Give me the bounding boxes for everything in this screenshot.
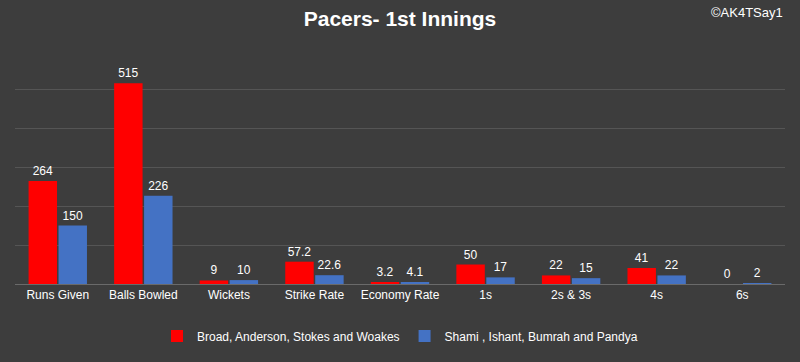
svg-text:©AK4TSay1: ©AK4TSay1: [711, 5, 783, 20]
svg-text:264: 264: [33, 164, 53, 178]
svg-text:Balls Bowled: Balls Bowled: [109, 288, 178, 302]
svg-text:15: 15: [579, 261, 593, 275]
svg-text:4.1: 4.1: [406, 265, 423, 279]
svg-text:22: 22: [549, 258, 563, 272]
svg-text:9: 9: [210, 263, 217, 277]
svg-text:2: 2: [754, 266, 761, 280]
svg-text:226: 226: [148, 179, 168, 193]
svg-text:22.6: 22.6: [318, 258, 342, 272]
svg-text:50: 50: [464, 248, 478, 262]
svg-text:Pacers- 1st Innings: Pacers- 1st Innings: [304, 7, 497, 30]
svg-text:57.2: 57.2: [288, 245, 312, 259]
svg-text:Strike Rate: Strike Rate: [285, 288, 345, 302]
svg-text:Shami , Ishant, Bumrah and Pan: Shami , Ishant, Bumrah and Pandya: [445, 330, 638, 344]
svg-text:17: 17: [494, 260, 508, 274]
svg-text:515: 515: [118, 66, 138, 80]
svg-text:2s & 3s: 2s & 3s: [551, 288, 591, 302]
svg-text:Broad, Anderson, Stokes and Wo: Broad, Anderson, Stokes and Woakes: [197, 330, 400, 344]
svg-text:6s: 6s: [736, 288, 749, 302]
svg-text:Economy Rate: Economy Rate: [361, 288, 440, 302]
svg-text:Wickets: Wickets: [208, 288, 250, 302]
svg-text:1s: 1s: [479, 288, 492, 302]
svg-text:Runs Given: Runs Given: [26, 288, 89, 302]
svg-text:4s: 4s: [650, 288, 663, 302]
svg-text:150: 150: [63, 209, 83, 223]
svg-text:0: 0: [724, 267, 731, 281]
svg-text:10: 10: [237, 263, 251, 277]
svg-text:3.2: 3.2: [377, 265, 394, 279]
svg-text:41: 41: [635, 251, 649, 265]
svg-text:22: 22: [665, 258, 679, 272]
